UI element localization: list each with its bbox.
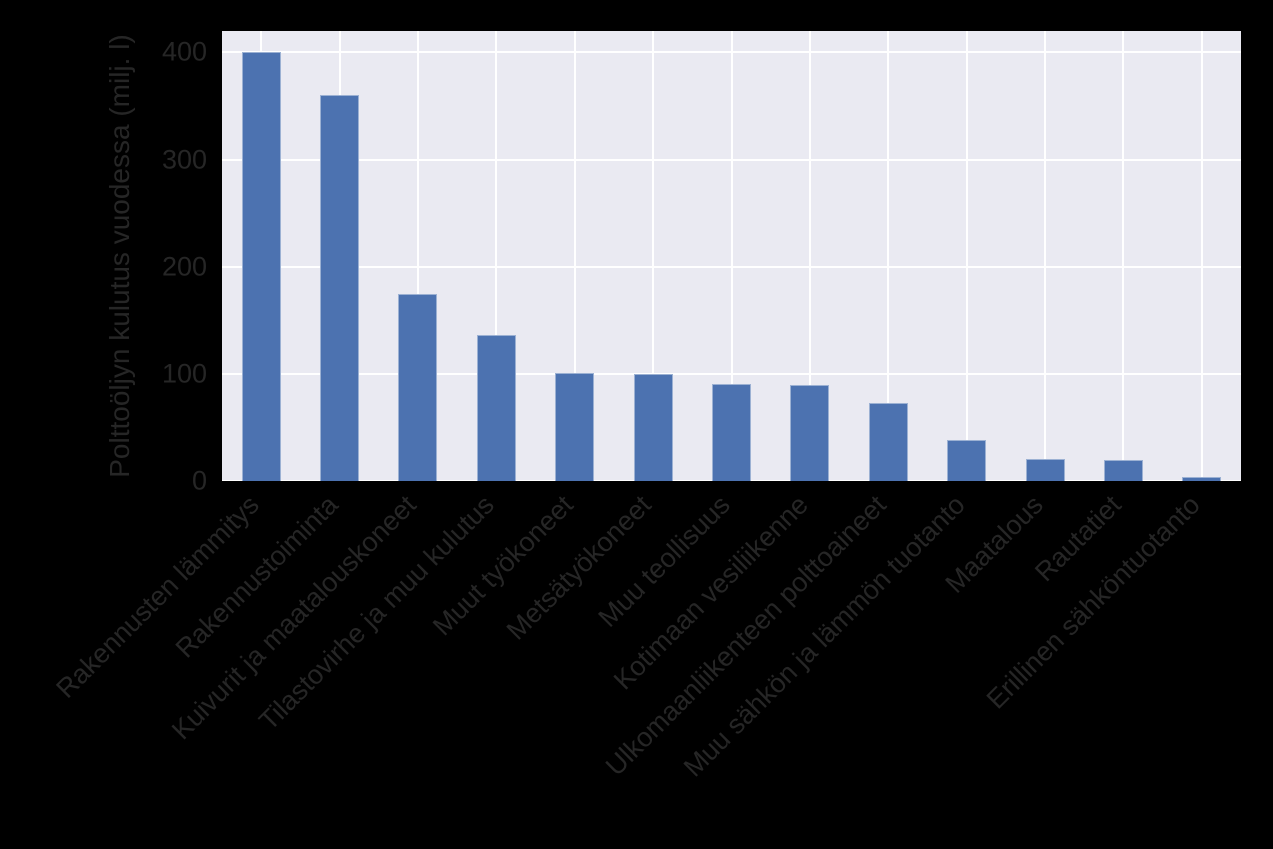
bar-6 — [712, 383, 751, 481]
bar-4 — [555, 372, 595, 481]
v-gridline — [1122, 31, 1125, 481]
v-gridline — [808, 31, 811, 481]
bar-2 — [398, 293, 438, 481]
v-gridline — [1200, 31, 1203, 481]
y-tick-label: 100 — [161, 358, 207, 389]
v-gridline — [1044, 31, 1047, 481]
v-gridline — [730, 31, 733, 481]
bar-12 — [1182, 476, 1222, 481]
y-tick-label: 300 — [161, 144, 207, 175]
bar-11 — [1103, 459, 1143, 481]
v-gridline — [416, 31, 419, 481]
bar-9 — [947, 440, 987, 481]
v-gridline — [652, 31, 655, 481]
bar-7 — [790, 384, 830, 481]
y-tick-label: 400 — [161, 36, 207, 67]
v-gridline — [887, 31, 890, 481]
bar-0 — [241, 52, 281, 481]
y-tick-label: 0 — [191, 465, 207, 496]
v-gridline — [965, 31, 968, 481]
v-gridline — [495, 31, 498, 481]
bar-3 — [476, 335, 516, 481]
v-gridline — [573, 31, 576, 481]
bar-5 — [633, 373, 673, 481]
bar-10 — [1025, 458, 1065, 481]
bar-1 — [320, 95, 360, 481]
bar-8 — [868, 402, 908, 481]
y-tick-label: 200 — [161, 251, 207, 282]
plot-area — [222, 31, 1241, 481]
